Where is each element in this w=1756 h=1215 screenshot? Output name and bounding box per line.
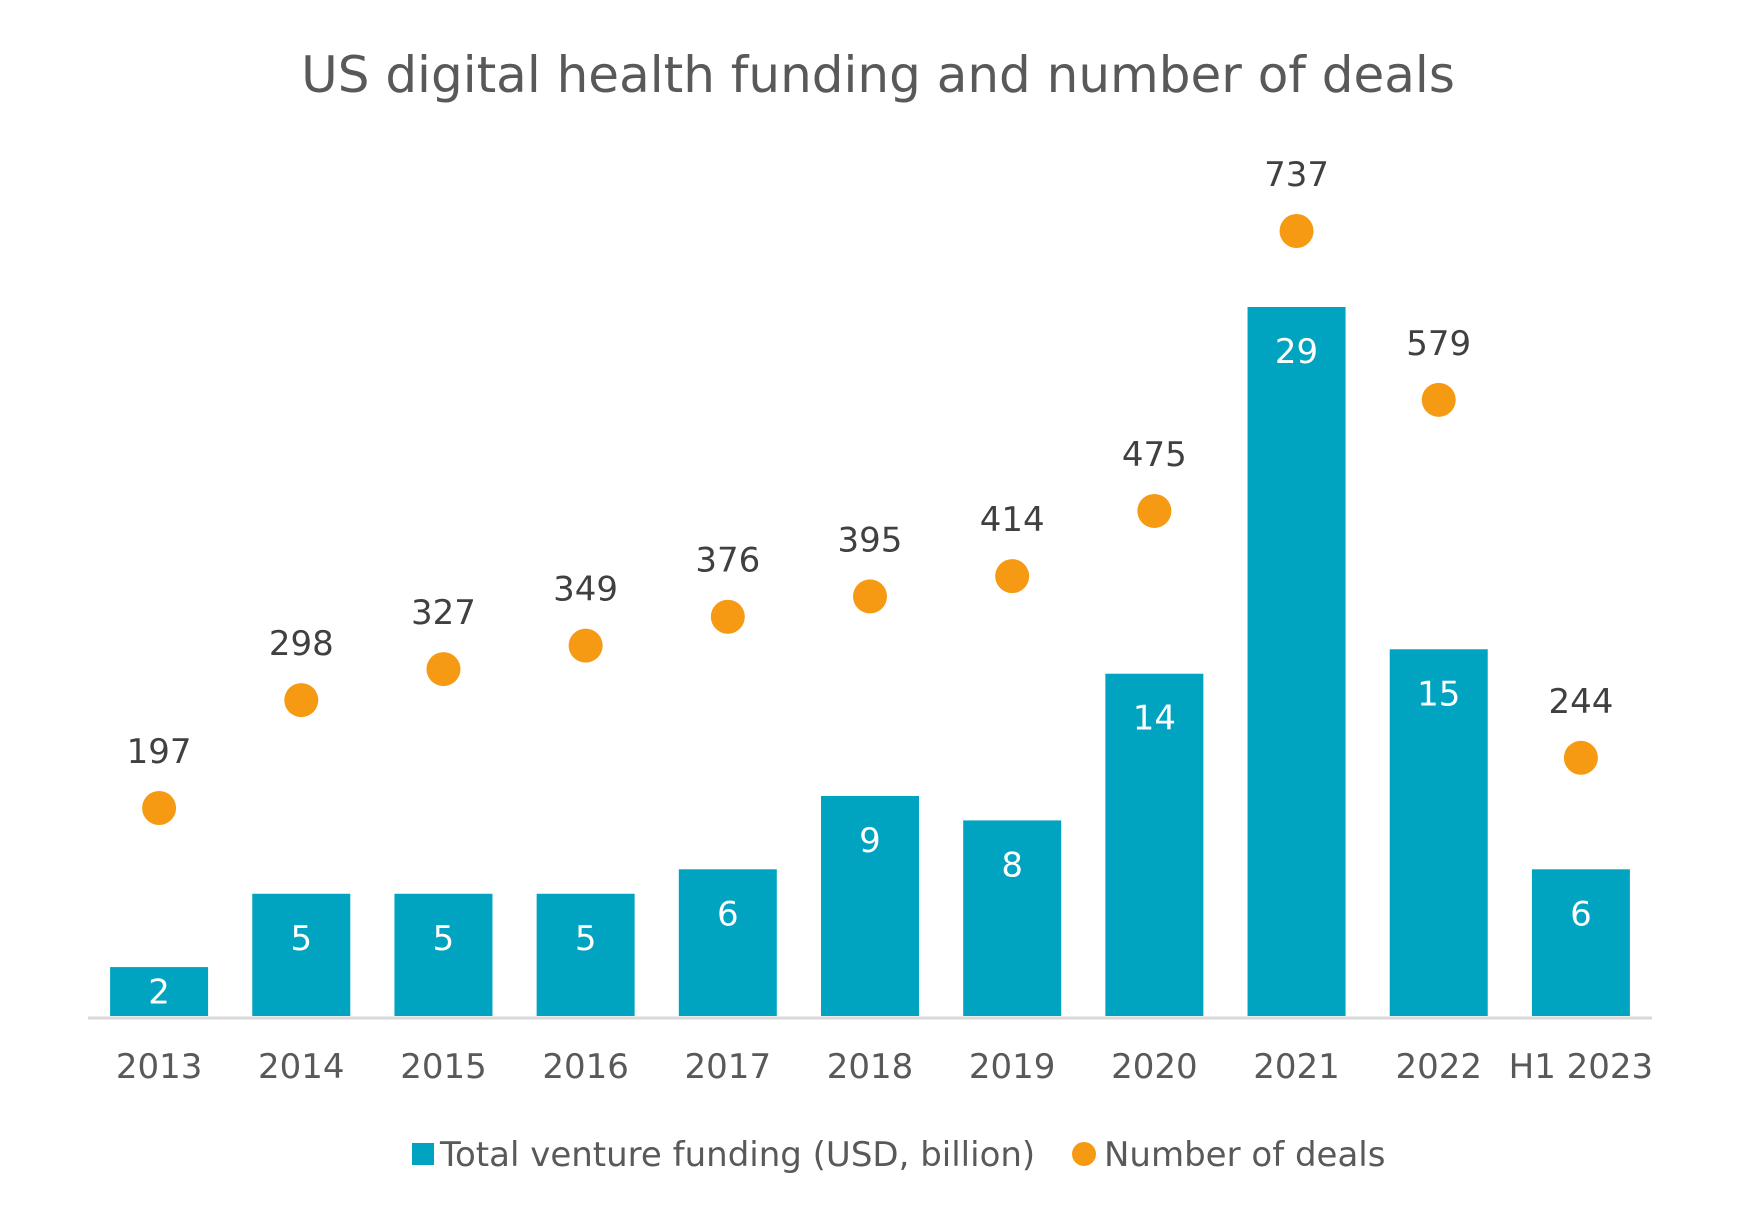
bar-2019 <box>963 820 1062 1016</box>
deal-point-2018 <box>853 579 887 614</box>
deal-point-2017 <box>710 599 745 634</box>
bar-2015 <box>394 893 493 1016</box>
bar-value-label: 6 <box>717 894 739 934</box>
bar-h1-2023 <box>1531 869 1630 1016</box>
legend-label-deals: Number of deals <box>1104 1135 1385 1175</box>
x-tick-label: 2022 <box>1395 1047 1482 1087</box>
bar-2021 <box>1247 307 1346 1016</box>
deal-value-label: 197 <box>127 732 192 772</box>
deal-value-label: 244 <box>1548 682 1613 722</box>
deal-value-label: 395 <box>838 520 903 560</box>
deal-value-label: 376 <box>695 541 760 581</box>
deal-point-2019 <box>995 559 1030 594</box>
dot-group: 197 298 327 349 376 395 414 475 737 579 244 <box>127 155 1613 825</box>
bar-2017 <box>678 869 777 1016</box>
x-axis-tick-group: 2013 2014 2015 2016 2017 2018 2019 2020 2021 2022… <box>116 1047 1653 1087</box>
legend-label-funding: Total venture funding (USD, billion) <box>439 1135 1035 1175</box>
deal-value-label: 349 <box>553 570 618 610</box>
deal-value-label: 327 <box>411 593 476 633</box>
x-tick-label: 2018 <box>827 1047 914 1087</box>
bar-value-label: 2 <box>148 973 170 1013</box>
bar-2020 <box>1105 673 1204 1016</box>
deal-value-label: 475 <box>1122 435 1187 475</box>
x-tick-label: 2021 <box>1253 1047 1340 1087</box>
deal-point-2021 <box>1279 214 1314 248</box>
x-tick-label: 2017 <box>685 1047 772 1087</box>
x-tick-label: 2014 <box>258 1047 345 1087</box>
legend: Total venture funding (USD, billion) Num… <box>412 1135 1385 1175</box>
deal-value-label: 298 <box>269 624 334 664</box>
deal-value-label: 737 <box>1264 155 1329 195</box>
bar-2013 <box>110 967 209 1016</box>
bar-group: 2 5 5 5 6 9 8 14 29 15 6 <box>110 307 1630 1016</box>
legend-swatch-deals <box>1072 1142 1096 1166</box>
x-tick-label: H1 2023 <box>1509 1047 1654 1087</box>
bar-value-label: 6 <box>1570 894 1592 934</box>
bar-value-label: 29 <box>1275 332 1318 372</box>
bar-value-label: 15 <box>1417 674 1460 714</box>
deal-point-h1-2023 <box>1563 740 1598 775</box>
bar-2014 <box>252 893 351 1016</box>
x-tick-label: 2015 <box>400 1047 487 1087</box>
legend-swatch-funding <box>412 1143 434 1165</box>
bar-2018 <box>821 795 919 1016</box>
bar-value-label: 5 <box>575 919 597 959</box>
deal-point-2020 <box>1137 493 1172 528</box>
deal-point-2016 <box>568 628 603 663</box>
bar-value-label: 5 <box>290 919 312 959</box>
deal-value-label: 579 <box>1406 324 1471 364</box>
x-tick-label: 2020 <box>1111 1047 1198 1087</box>
bar-2022 <box>1389 649 1488 1016</box>
bar-value-label: 8 <box>1001 845 1023 885</box>
deal-point-2022 <box>1421 382 1456 417</box>
deal-value-label: 414 <box>980 500 1045 540</box>
bar-2016 <box>536 893 635 1016</box>
bar-value-label: 9 <box>859 821 881 861</box>
deal-point-2014 <box>284 683 319 718</box>
deal-point-2013 <box>142 791 177 825</box>
bar-value-label: 5 <box>433 919 455 959</box>
bar-value-label: 14 <box>1133 699 1176 739</box>
chart-title: US digital health funding and number of … <box>301 46 1455 104</box>
deal-point-2015 <box>426 652 461 687</box>
x-tick-label: 2019 <box>969 1047 1056 1087</box>
x-tick-label: 2013 <box>116 1047 203 1087</box>
x-tick-label: 2016 <box>542 1047 629 1087</box>
